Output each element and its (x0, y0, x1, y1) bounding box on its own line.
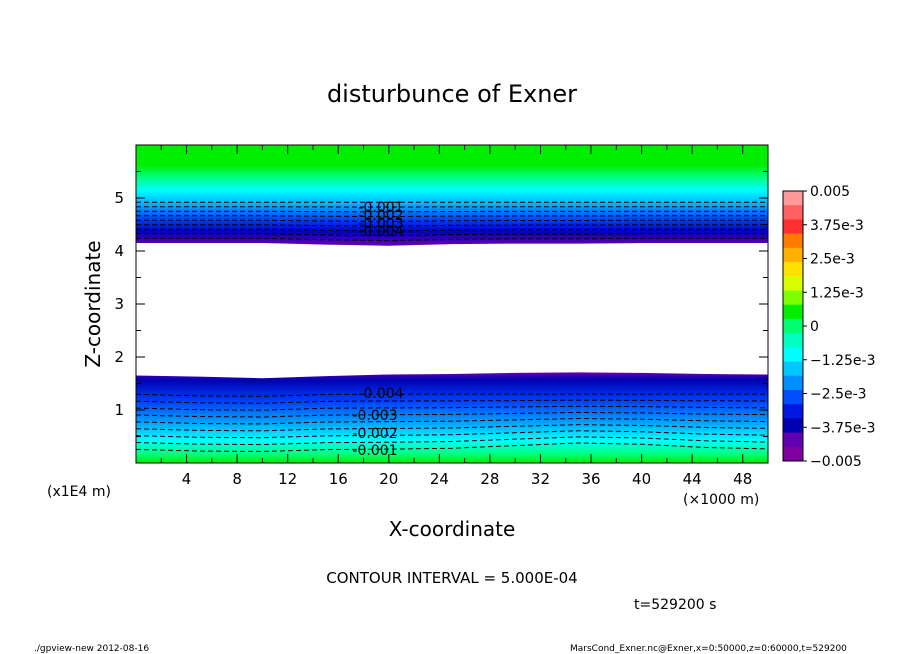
colorbar-swatch (783, 247, 803, 263)
y-tick-label: 4 (114, 242, 124, 260)
contour-line (136, 405, 768, 411)
contour-line (136, 233, 768, 237)
colorbar-swatch (783, 262, 803, 277)
contour-line (136, 430, 768, 439)
colorbar-swatch (783, 375, 803, 391)
footer-right: MarsCond_Exner.nc@Exner,x=0:50000,z=0:60… (570, 644, 847, 654)
contour-line (136, 418, 768, 425)
contour-line (136, 442, 768, 452)
x-tick-label: 40 (632, 470, 651, 488)
contour-line (136, 436, 768, 446)
colorbar-label: −2.5e-3 (810, 387, 867, 403)
colorbar-swatch (783, 219, 803, 235)
x-tick-label: 4 (182, 470, 192, 488)
contour-labels: -0.001 -0.002 -0.003 -0.004 -0.004 -0.00… (352, 200, 403, 459)
upper-contour-label: -0.001 (358, 200, 403, 216)
x-tick-label: 32 (531, 470, 550, 488)
footer-left: ./gpview-new 2012-08-16 (34, 644, 149, 654)
upper-band-fill (136, 145, 768, 246)
colorbar-swatch (783, 347, 803, 363)
colorbar-swatch (783, 432, 803, 448)
y-tick-label: 3 (114, 295, 124, 313)
contour-line (136, 228, 768, 232)
contour-line (136, 210, 768, 213)
y-tick-label: 1 (114, 401, 124, 419)
upper-contour-label: -0.002 (358, 208, 403, 224)
x-tick-label: 48 (733, 470, 752, 488)
axis-ticks (136, 145, 768, 463)
colorbar (782, 190, 807, 462)
colorbar-swatch (783, 191, 803, 206)
colorbar-swatch (783, 404, 803, 419)
upper-contour-label: -0.004 (358, 224, 403, 240)
contour-line (136, 424, 768, 432)
contour-lines (136, 201, 768, 452)
contour-line (136, 215, 768, 218)
colorbar-swatch (783, 276, 803, 291)
colorbar-swatch (783, 418, 803, 434)
lower-band-fill (136, 372, 768, 463)
contour-line (136, 411, 768, 418)
contour-line (136, 237, 768, 242)
colorbar-label: 2.5e-3 (810, 252, 855, 268)
x-tick-label: 28 (480, 470, 499, 488)
contour-interval-text: CONTOUR INTERVAL = 5.000E-04 (326, 569, 577, 587)
x-tick-label: 36 (581, 470, 600, 488)
x-unit-label: (×1000 m) (683, 492, 759, 508)
y-axis-title: Z-coordinate (81, 240, 105, 367)
time-text: t=529200 s (634, 597, 716, 613)
x-axis-title: X-coordinate (389, 517, 516, 541)
contour-line (136, 219, 768, 222)
colorbar-labels: 0.005 3.75e-3 2.5e-3 1.25e-3 0 −1.25e-3 −2.5e-… (810, 184, 875, 470)
x-tick-label: 24 (430, 470, 449, 488)
colorbar-swatch (783, 389, 803, 405)
colorbar-swatch (783, 290, 803, 306)
y-tick-label: 5 (114, 189, 124, 207)
colorbar-label: −3.75e-3 (810, 420, 875, 436)
contour-line (136, 399, 768, 404)
lower-contour-label: -0.001 (352, 443, 397, 459)
colorbar-label: −1.25e-3 (810, 353, 875, 369)
colorbar-swatch (783, 361, 803, 377)
colorbar-swatch (783, 333, 803, 348)
colorbar-label: 1.25e-3 (810, 285, 864, 301)
colorbar-label: 0 (810, 319, 819, 335)
lower-contour-label: -0.002 (352, 426, 397, 442)
chart-title: disturbunce of Exner (327, 80, 577, 108)
x-tick-label: 8 (232, 470, 242, 488)
lower-contour-label: -0.004 (358, 386, 403, 402)
x-tick-label: 16 (329, 470, 348, 488)
contour-line (136, 393, 768, 397)
contour-line (136, 224, 768, 227)
colorbar-swatch (783, 446, 803, 462)
x-tick-label: 20 (379, 470, 398, 488)
y-tick-labels: 1 2 3 4 5 (114, 189, 124, 419)
colorbar-swatch (783, 318, 803, 334)
colorbar-label: 3.75e-3 (810, 218, 864, 234)
upper-contour-label: -0.003 (358, 216, 403, 232)
y-unit-label: (x1E4 m) (47, 484, 111, 500)
colorbar-label: 0.005 (810, 184, 850, 200)
y-tick-label: 2 (114, 348, 124, 366)
lower-contour-label: -0.003 (352, 408, 397, 424)
colorbar-swatch (783, 233, 803, 249)
colorbar-swatch (783, 304, 803, 320)
colorbar-swatch (783, 205, 803, 220)
x-tick-labels: 4 8 12 16 20 24 28 32 36 40 44 48 (182, 470, 752, 488)
plot-area (136, 145, 768, 463)
x-tick-label: 12 (278, 470, 297, 488)
x-tick-label: 44 (683, 470, 702, 488)
colorbar-label: −0.005 (810, 454, 862, 470)
